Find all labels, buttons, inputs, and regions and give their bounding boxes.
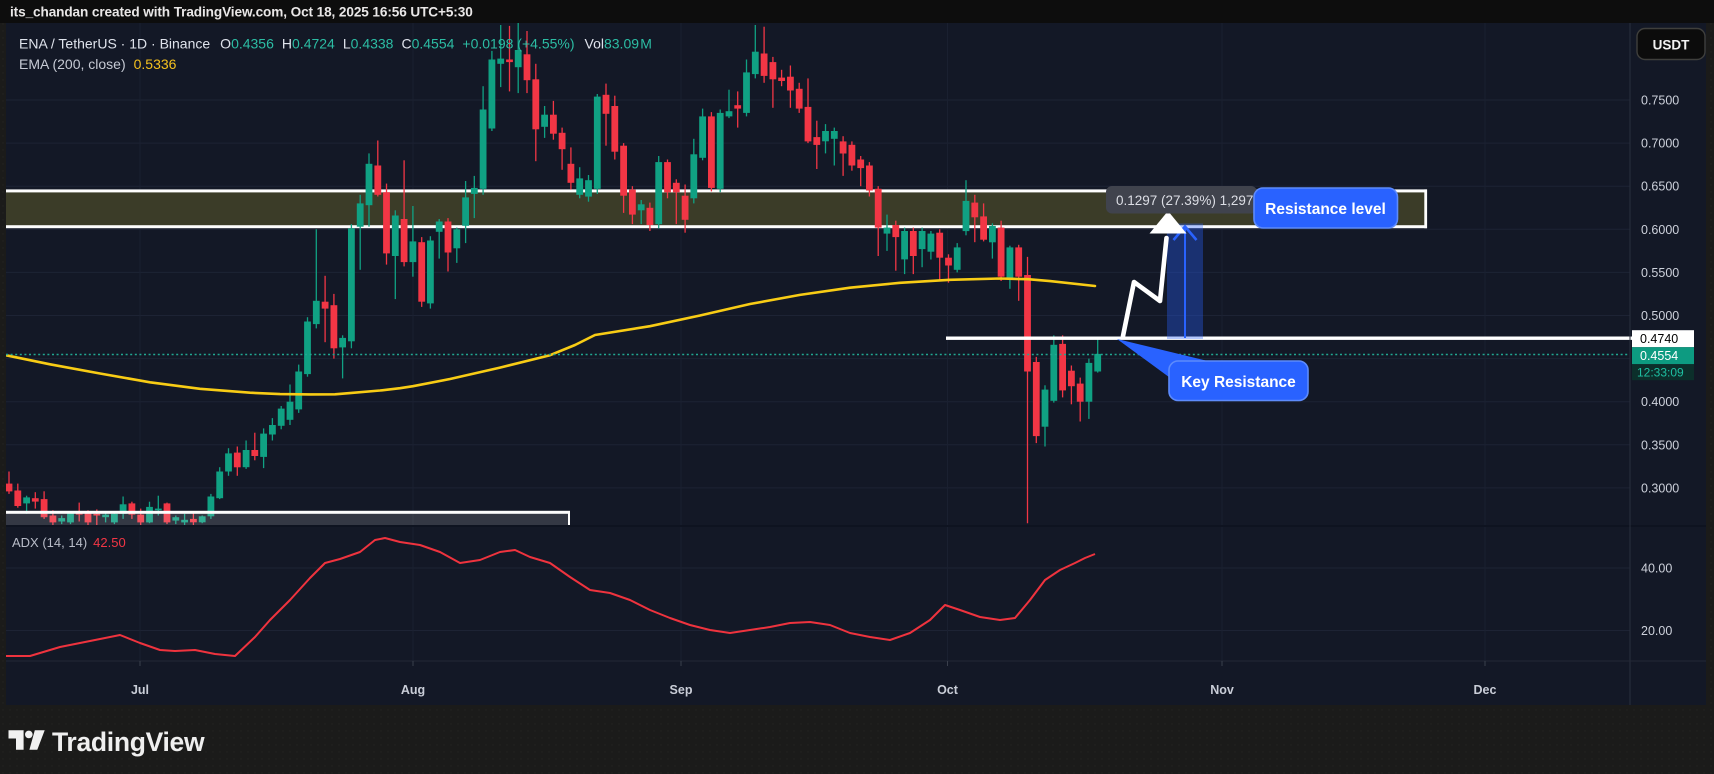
svg-text:EMA (200, close)0.5336: EMA (200, close) 0.5336 xyxy=(19,56,177,72)
svg-text:Nov: Nov xyxy=(1210,683,1234,697)
svg-text:0.6000: 0.6000 xyxy=(1641,223,1679,237)
svg-text:Dec: Dec xyxy=(1474,683,1497,697)
svg-text:0.3500: 0.3500 xyxy=(1641,438,1679,452)
svg-text:0.5500: 0.5500 xyxy=(1641,266,1679,280)
svg-text:Key Resistance: Key Resistance xyxy=(1181,374,1296,391)
svg-text:Aug: Aug xyxy=(401,683,425,697)
svg-text:0.3000: 0.3000 xyxy=(1641,481,1679,495)
svg-text:0.5000: 0.5000 xyxy=(1641,309,1679,323)
svg-text:0.6500: 0.6500 xyxy=(1641,180,1679,194)
svg-text:Oct: Oct xyxy=(937,683,959,697)
svg-text:TradingView: TradingView xyxy=(52,727,205,757)
svg-text:0.4554: 0.4554 xyxy=(1640,349,1678,363)
svg-text:USDT: USDT xyxy=(1653,38,1691,53)
svg-text:its_chandan created with Tradi: its_chandan created with TradingView.com… xyxy=(10,5,473,20)
svg-text:40.00: 40.00 xyxy=(1641,562,1672,576)
svg-text:0.1297 (27.39%) 1,297: 0.1297 (27.39%) 1,297 xyxy=(1116,193,1253,208)
svg-text:0.7000: 0.7000 xyxy=(1641,137,1679,151)
svg-text:Resistance level: Resistance level xyxy=(1265,201,1386,218)
svg-text:0.4740: 0.4740 xyxy=(1640,332,1678,346)
svg-text:ADX (14, 14)42.50: ADX (14, 14) 42.50 xyxy=(12,535,126,550)
svg-text:20.00: 20.00 xyxy=(1641,624,1672,638)
svg-text:12:33:09: 12:33:09 xyxy=(1637,366,1684,380)
svg-text:0.4000: 0.4000 xyxy=(1641,395,1679,409)
svg-text:Sep: Sep xyxy=(670,683,693,697)
svg-text:Jul: Jul xyxy=(131,683,149,697)
svg-text:0.7500: 0.7500 xyxy=(1641,94,1679,108)
